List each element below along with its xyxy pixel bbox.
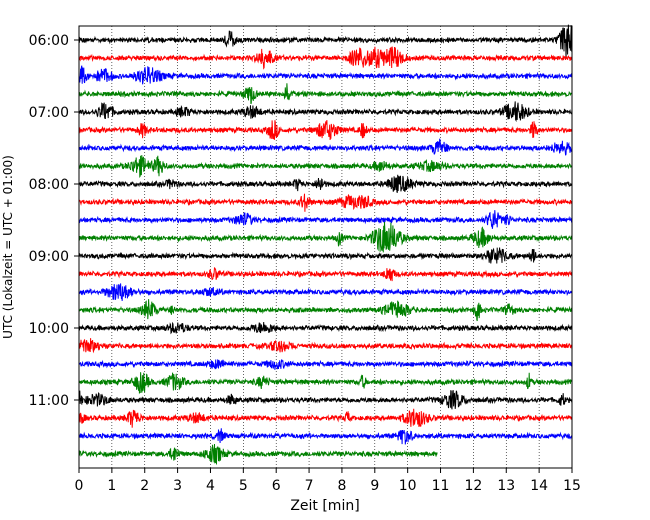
y-tick-label-2: 08:00 [29,177,69,193]
x-tick-label-8: 8 [337,478,346,494]
trace-1115 [78,408,573,428]
x-tick-label-14: 14 [530,478,548,494]
y-tick-label-3: 09:00 [29,249,69,265]
x-tick-label-6: 6 [272,478,281,494]
trace-0715 [78,120,573,141]
trace-1030 [78,359,573,370]
trace-0615 [78,46,573,70]
trace-0830 [78,210,573,229]
x-tick-label-7: 7 [305,478,314,494]
x-tick-label-2: 2 [140,478,149,494]
trace-0945 [78,299,573,322]
x-tick-label-1: 1 [107,478,116,494]
x-tick-label-5: 5 [239,478,248,494]
trace-0700 [78,101,573,123]
trace-0630 [78,65,573,85]
trace-1015 [78,338,573,354]
x-tick-label-11: 11 [432,478,450,494]
x-tick-label-15: 15 [563,478,581,494]
trace-0815 [78,193,573,212]
traces [78,24,573,466]
x-tick-label-0: 0 [75,478,84,494]
trace-1130 [78,428,573,445]
trace-0730 [78,138,573,156]
y-tick-label-1: 07:00 [29,105,69,121]
trace-1000 [78,321,573,335]
y-axis: 06:00 07:00 08:00 09:00 10:00 11:00 [29,33,79,409]
trace-0745 [78,155,573,178]
trace-0845 [78,221,573,253]
x-tick-label-3: 3 [173,478,182,494]
trace-0600 [78,24,573,57]
x-axis-label: Zeit [min] [290,498,359,514]
x-tick-label-4: 4 [206,478,215,494]
y-tick-label-4: 10:00 [29,321,69,337]
x-tick-label-10: 10 [399,478,417,494]
plot-frame [78,25,573,469]
trace-1145 [78,443,438,466]
trace-0800 [78,174,573,193]
x-tick-label-12: 12 [464,478,482,494]
trace-1100 [78,390,573,410]
trace-0930 [78,283,573,301]
y-axis-label: UTC (Lokalzeit = UTC + 01:00) [1,155,15,339]
y-tick-label-5: 11:00 [29,393,69,409]
x-axis: 0 1 2 3 4 5 6 7 8 9 10 11 12 13 14 15 [75,468,581,494]
y-tick-label-0: 06:00 [29,33,69,49]
trace-0915 [78,267,573,282]
x-tick-label-13: 13 [497,478,515,494]
trace-0645 [78,83,573,105]
trace-0900 [78,247,573,264]
trace-1045 [78,372,573,395]
x-tick-label-9: 9 [370,478,379,494]
